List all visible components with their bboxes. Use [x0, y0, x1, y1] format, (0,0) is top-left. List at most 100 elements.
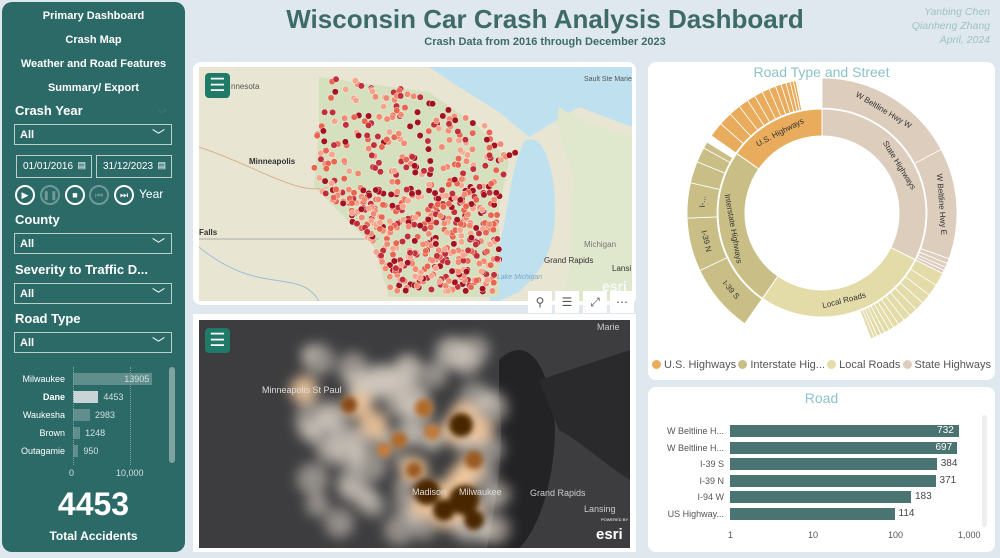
road-chart-scrollbar[interactable]: [982, 415, 987, 527]
crash-point: [434, 195, 442, 203]
crash-point: [386, 128, 394, 136]
road-bar[interactable]: [730, 507, 895, 520]
esri-logo: esri: [596, 526, 623, 543]
map-menu-button[interactable]: ☰: [205, 328, 230, 353]
crash-point: [363, 228, 371, 236]
severity-label: Severity to Traffic D...: [15, 262, 148, 277]
legend-item-state-highways[interactable]: State Highways: [902, 359, 991, 371]
road-bar[interactable]: [730, 458, 937, 470]
crash-point: [345, 167, 353, 175]
heat-hotspot: [433, 499, 455, 521]
crash-point: [317, 155, 325, 163]
play-button[interactable]: ▶: [15, 185, 35, 205]
crash-point: [462, 114, 470, 122]
crash-point: [376, 225, 384, 233]
sunburst-outer-segment[interactable]: [792, 80, 803, 111]
county-axis-tick: 10,000: [116, 468, 144, 478]
heatmap-map[interactable]: Minneapolis St Paul Madison Milwaukee Gr…: [199, 320, 630, 548]
sunburst-outer-segment[interactable]: [859, 309, 875, 340]
sunburst-inner-segment[interactable]: [736, 108, 823, 170]
county-bar[interactable]: [73, 373, 153, 385]
crash-point: [322, 147, 330, 155]
county-bar[interactable]: [73, 445, 79, 457]
crash-point: [492, 166, 500, 174]
road-type-value: All: [20, 337, 35, 349]
chevron-down-icon[interactable]: ﹀: [157, 110, 167, 121]
nav-summary-export[interactable]: Summary/ Export: [47, 82, 140, 94]
legend-item-local-roads[interactable]: Local Roads: [827, 359, 900, 371]
crash-point: [342, 85, 350, 93]
heat-hotspot: [424, 424, 440, 440]
start-date-input[interactable]: 01/01/2016 ▤: [16, 155, 92, 178]
county-chart-scrollbar[interactable]: [169, 367, 175, 463]
crash-point: [416, 274, 424, 282]
crash-point: [383, 115, 391, 123]
crash-point: [399, 203, 407, 210]
crash-point: [327, 94, 335, 102]
crash-year-dropdown[interactable]: All ﹀: [14, 124, 172, 145]
heat-blob: [360, 411, 388, 439]
road-bar[interactable]: [730, 474, 936, 487]
crash-point: [445, 200, 453, 208]
crash-point: [387, 191, 395, 198]
end-date-input[interactable]: 31/12/2023 ▤: [96, 155, 172, 178]
map-menu-button[interactable]: ☰: [205, 73, 230, 98]
crash-point: [445, 120, 453, 128]
road-axis-tick: 1: [728, 530, 734, 540]
county-dropdown[interactable]: All ﹀: [14, 233, 172, 254]
more-options-icon[interactable]: ⋯: [610, 291, 634, 313]
crash-point: [469, 129, 477, 137]
crash-point: [435, 125, 443, 132]
crash-point: [472, 196, 480, 204]
road-value: 371: [939, 474, 957, 486]
previous-button[interactable]: ⏮: [89, 185, 109, 205]
county-label: Outagamie: [20, 446, 65, 456]
crash-point: [472, 224, 480, 232]
filter-icon[interactable]: ☰: [555, 291, 579, 313]
county-bar[interactable]: [73, 409, 90, 421]
crash-point: [408, 190, 416, 198]
focus-mode-icon[interactable]: ⤢: [583, 291, 607, 313]
crash-points-map[interactable]: Minneapolis Falls Michigan Grand Rapids …: [199, 67, 632, 301]
road-bar[interactable]: [730, 441, 958, 454]
heat-hotspot: [377, 443, 391, 457]
crash-point: [455, 137, 463, 145]
crash-point: [359, 186, 367, 194]
heat-blob: [324, 508, 355, 538]
severity-dropdown[interactable]: All ﹀: [14, 283, 172, 304]
road-bar[interactable]: [730, 425, 960, 437]
crash-point: [439, 112, 447, 120]
crash-point: [432, 264, 440, 272]
pause-button[interactable]: ❚❚: [40, 185, 60, 205]
crash-point: [389, 251, 397, 258]
nav-crash-map[interactable]: Crash Map: [65, 34, 122, 46]
crash-point: [438, 143, 446, 151]
crash-point: [462, 287, 470, 295]
crash-point: [492, 189, 500, 197]
heat-blob: [290, 376, 318, 404]
chevron-down-icon: ﹀: [151, 287, 165, 302]
crash-point: [380, 103, 387, 110]
crash-point: [321, 177, 329, 185]
road-type-dropdown[interactable]: All ﹀: [14, 332, 172, 353]
crash-point: [487, 261, 495, 269]
crash-point: [456, 196, 464, 204]
crash-point: [427, 166, 435, 173]
legend-item-interstate-highways[interactable]: Interstate Hig...: [738, 359, 825, 371]
county-bar[interactable]: [73, 391, 99, 403]
crash-point: [490, 271, 498, 279]
road-bar[interactable]: [730, 491, 911, 503]
crash-point: [490, 279, 498, 287]
pin-icon[interactable]: ⚲: [528, 291, 552, 313]
sunburst-outer-segment[interactable]: [703, 141, 734, 163]
stop-button[interactable]: ■: [65, 185, 85, 205]
next-button[interactable]: ⏭: [114, 185, 134, 205]
crash-point: [320, 137, 328, 145]
legend-item-us-highways[interactable]: U.S. Highways: [652, 359, 736, 371]
nav-primary-dashboard[interactable]: Primary Dashboard: [42, 10, 145, 22]
county-bar[interactable]: [73, 427, 81, 439]
sunburst-chart[interactable]: W Beltline Hwy WW Beltline Hwy EI-39 SI-…: [648, 62, 995, 357]
crash-point: [457, 232, 465, 240]
nav-weather-road-features[interactable]: Weather and Road Features: [20, 58, 167, 70]
calendar-icon: ▤: [77, 160, 86, 170]
